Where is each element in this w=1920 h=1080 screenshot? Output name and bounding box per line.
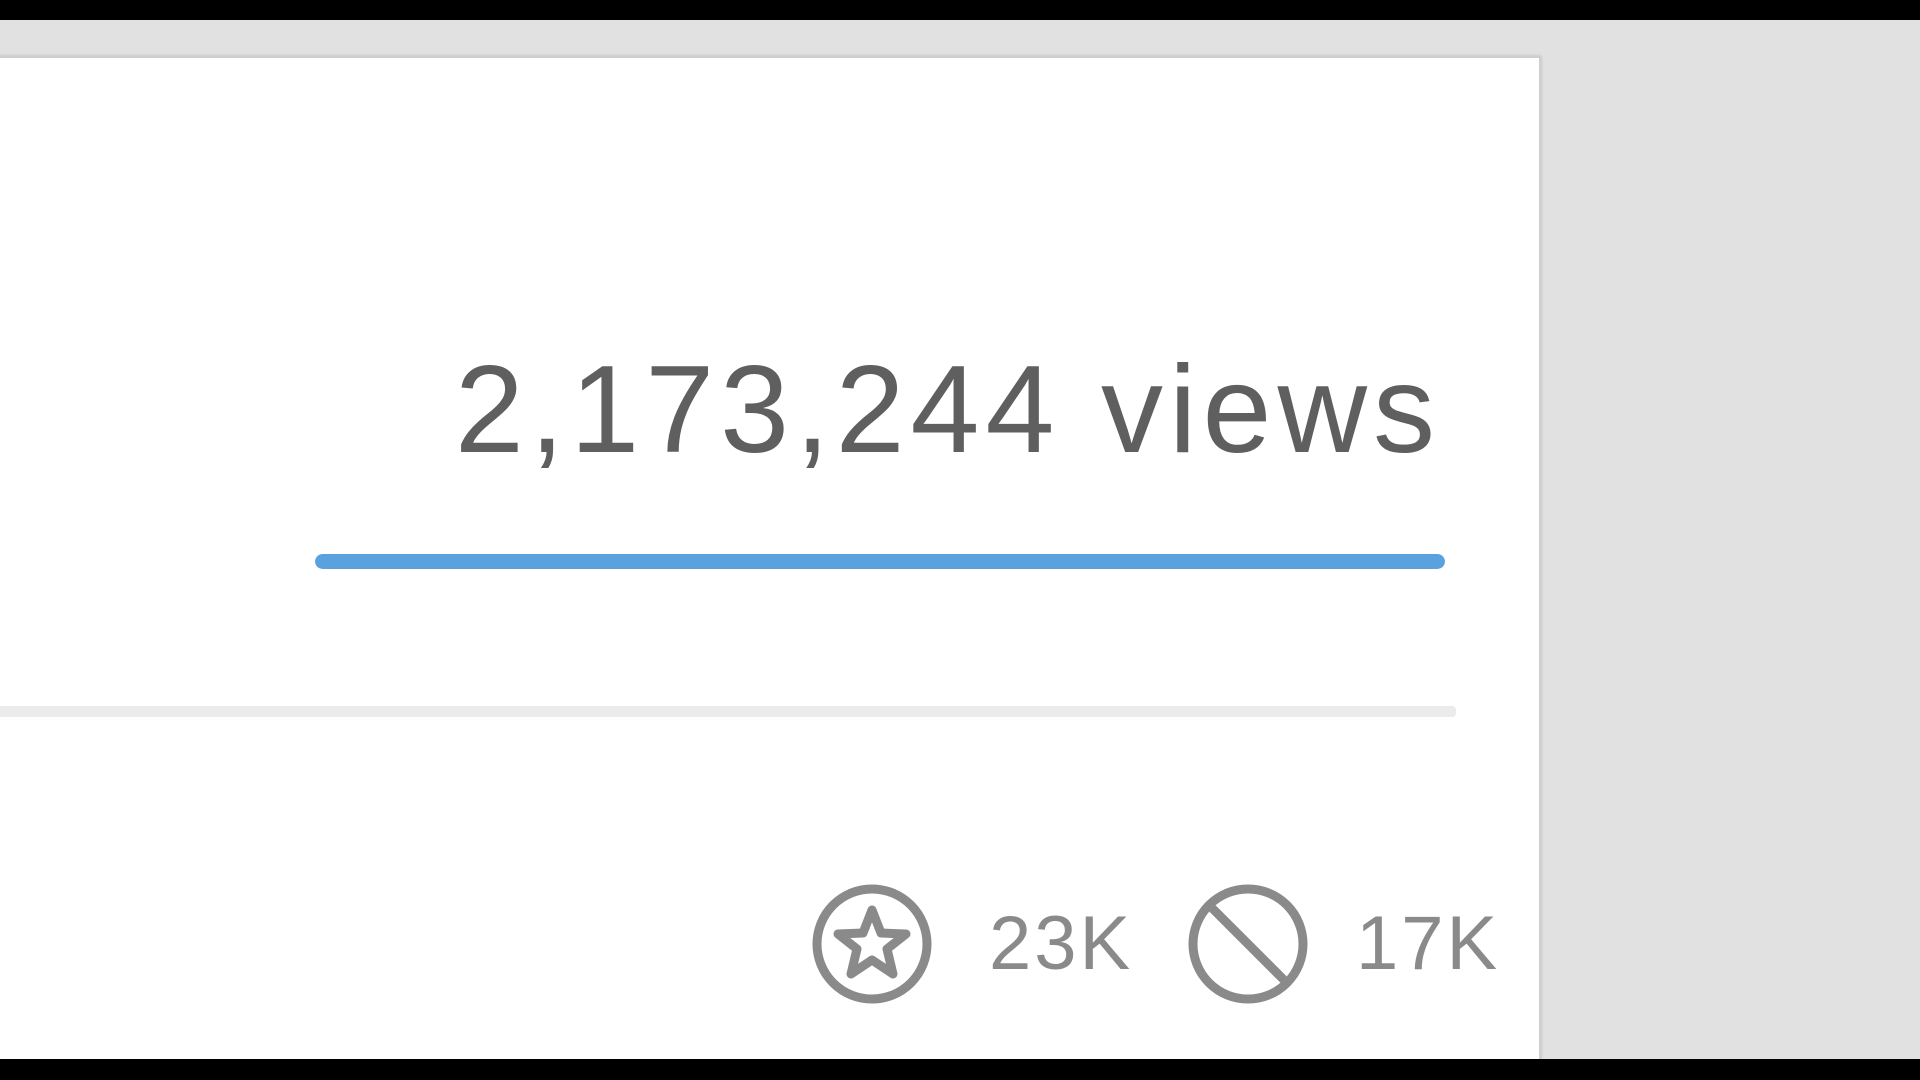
video-info-card: 2,173,244 views 23K 17K (0, 56, 1541, 1059)
letterbox-bottom (0, 1059, 1920, 1080)
letterbox-top (0, 0, 1920, 20)
prohibited-icon (1188, 884, 1308, 1004)
sentiment-bar (315, 554, 1445, 569)
dislike-button[interactable]: 17K (1186, 882, 1500, 1006)
viewport: 2,173,244 views 23K 17K (0, 20, 1920, 1059)
like-button[interactable]: 23K (810, 882, 1133, 1006)
sentiment-bar-fill (315, 554, 1445, 569)
star-icon (812, 884, 932, 1004)
dislike-count: 17K (1356, 901, 1501, 986)
like-count: 23K (989, 901, 1134, 986)
divider (0, 706, 1456, 717)
view-count: 2,173,244 views (454, 341, 1441, 479)
